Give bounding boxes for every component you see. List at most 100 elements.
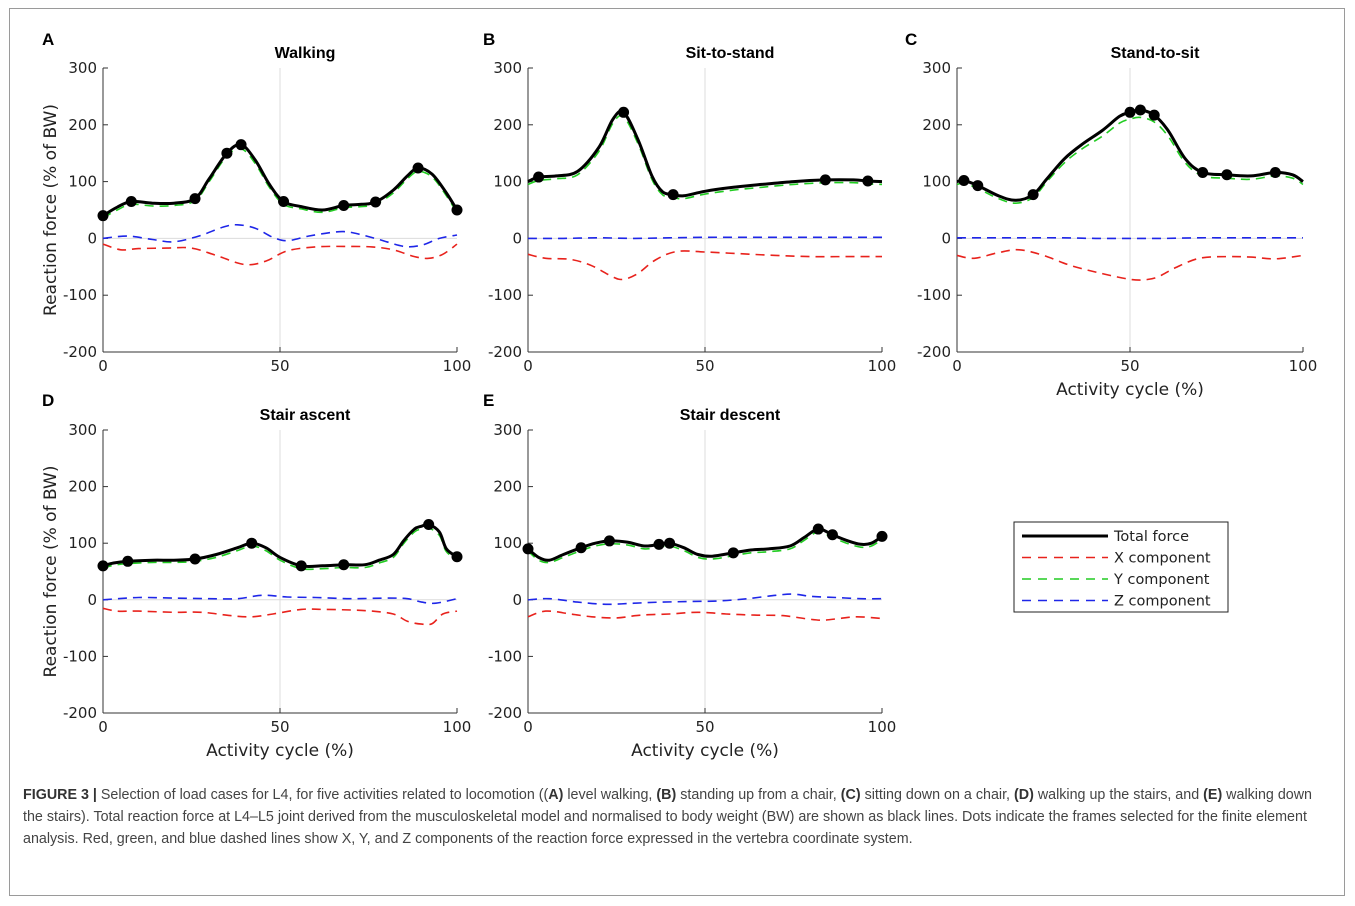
selected-frame-marker-a	[221, 147, 233, 159]
series-z-component-b	[527, 236, 882, 240]
selected-frame-marker-e	[876, 530, 888, 542]
series-y-component-d	[102, 526, 458, 571]
series-total-force-d	[102, 522, 458, 569]
selected-frame-marker-d	[423, 519, 435, 531]
y-tick-label-e: 0	[512, 591, 522, 609]
x-axis-label-e: Activity cycle (%)	[631, 741, 779, 761]
series-x-component-c	[956, 248, 1304, 281]
caption-tag-c: (C)	[840, 787, 861, 803]
y-tick-label-d: 300	[68, 421, 97, 439]
panel-letter-c: C	[905, 30, 917, 49]
x-tick-label-b: 0	[523, 357, 533, 375]
selected-frame-marker-e	[826, 529, 838, 541]
selected-frame-marker-b	[819, 174, 831, 186]
selected-frame-marker-e	[603, 535, 615, 547]
x-tick-label-e: 100	[868, 718, 897, 736]
selected-frame-marker-a	[125, 195, 137, 207]
y-tick-label-b: -100	[488, 286, 522, 304]
selected-frame-marker-b	[667, 189, 679, 201]
x-tick-label-c: 100	[1289, 357, 1318, 375]
selected-frame-marker-e	[664, 537, 676, 549]
panel-title-c: Stand-to-sit	[1111, 45, 1201, 62]
caption-tag-e: (E)	[1203, 787, 1223, 803]
series-z-component-e	[527, 593, 883, 606]
selected-frame-marker-e	[812, 523, 824, 535]
y-tick-label-a: 100	[68, 173, 97, 191]
y-tick-label-a: -100	[63, 286, 97, 304]
figure-caption: FIGURE 3 | Selection of load cases for L…	[23, 784, 1335, 850]
selected-frame-marker-e	[522, 543, 534, 555]
selected-frame-marker-e	[653, 538, 665, 550]
y-tick-label-d: 0	[87, 591, 97, 609]
selected-frame-marker-d	[451, 551, 463, 563]
caption-figure-label: FIGURE 3 |	[23, 787, 97, 803]
x-tick-label-c: 0	[952, 357, 962, 375]
y-tick-label-e: 100	[493, 534, 522, 552]
x-tick-label-b: 100	[868, 357, 897, 375]
y-tick-label-d: 100	[68, 534, 97, 552]
selected-frame-marker-d	[97, 560, 109, 572]
selected-frame-marker-e	[727, 547, 739, 559]
selected-frame-marker-a	[278, 195, 290, 207]
x-axis-label-c: Activity cycle (%)	[1056, 380, 1204, 400]
selected-frame-marker-a	[97, 210, 109, 222]
caption-text-2: level walking,	[563, 787, 657, 803]
caption-text-6: walking down the stairs). Total reaction…	[23, 787, 1313, 847]
panel-letter-a: A	[42, 30, 54, 49]
x-tick-label-b: 50	[695, 357, 714, 375]
selected-frame-marker-d	[189, 553, 201, 565]
y-tick-label-e: -100	[488, 647, 522, 665]
panel-title-a: Walking	[275, 45, 336, 62]
caption-tag-a: A)	[548, 787, 564, 803]
caption-tag-d: (D)	[1014, 787, 1034, 803]
y-tick-label-b: -200	[488, 343, 522, 361]
selected-frame-marker-a	[189, 193, 201, 205]
y-tick-label-c: -100	[917, 286, 951, 304]
x-axis-label-d: Activity cycle (%)	[206, 741, 354, 761]
y-tick-label-e: -200	[488, 704, 522, 722]
selected-frame-marker-a	[370, 196, 382, 208]
selected-frame-marker-a	[338, 199, 350, 211]
panel-letter-e: E	[483, 391, 494, 410]
selected-frame-marker-c	[1124, 106, 1136, 118]
panel-letter-b: B	[483, 30, 495, 49]
y-axis-label-a: Reaction force (% of BW)	[41, 104, 61, 316]
caption-text-5: walking up the stairs, and	[1033, 787, 1204, 803]
y-tick-label-c: 0	[941, 229, 951, 247]
selected-frame-marker-e	[575, 542, 587, 554]
panel-title-b: Sit-to-stand	[686, 45, 775, 62]
y-tick-label-a: -200	[63, 343, 97, 361]
y-tick-label-a: 0	[87, 229, 97, 247]
panel-title-e: Stair descent	[680, 407, 781, 424]
selected-frame-marker-b	[862, 175, 874, 187]
y-tick-label-b: 300	[493, 59, 522, 77]
selected-frame-marker-c	[1148, 109, 1160, 121]
x-tick-label-a: 0	[98, 357, 108, 375]
caption-text-4: sitting down on a chair,	[860, 787, 1014, 803]
x-tick-label-d: 100	[443, 718, 472, 736]
y-tick-label-e: 200	[493, 478, 522, 496]
selected-frame-marker-c	[1269, 167, 1281, 179]
caption-text-1: Selection of load cases for L4, for five…	[96, 787, 549, 803]
y-tick-label-a: 300	[68, 59, 97, 77]
x-tick-label-a: 100	[443, 357, 472, 375]
selected-frame-marker-b	[533, 171, 545, 183]
x-tick-label-a: 50	[270, 357, 289, 375]
y-tick-label-a: 200	[68, 116, 97, 134]
legend: Total force X component Y component Z compo…	[1013, 521, 1229, 613]
figure-frame	[9, 8, 1345, 896]
selected-frame-marker-a	[235, 139, 247, 151]
y-tick-label-d: 200	[68, 478, 97, 496]
series-y-component-a	[102, 147, 458, 219]
legend-label-y-component: Y component	[1113, 572, 1210, 588]
selected-frame-marker-a	[451, 204, 463, 216]
y-tick-label-e: 300	[493, 421, 522, 439]
selected-frame-marker-d	[246, 537, 258, 549]
x-tick-label-c: 50	[1120, 357, 1139, 375]
x-tick-label-e: 0	[523, 718, 533, 736]
x-tick-label-d: 50	[270, 718, 289, 736]
